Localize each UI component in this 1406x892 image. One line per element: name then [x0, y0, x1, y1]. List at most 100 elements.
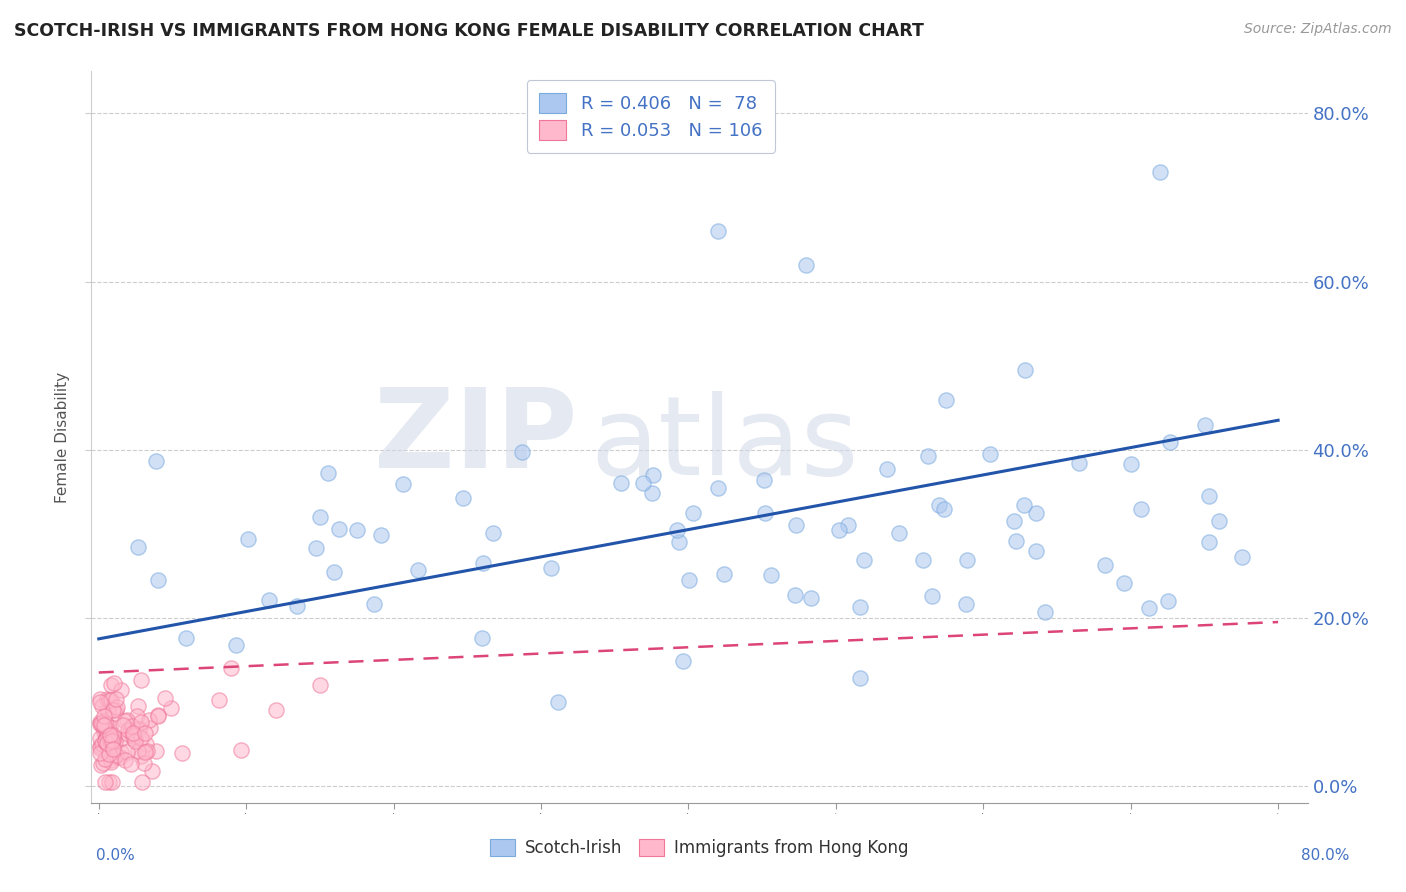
- Point: [100, 678, 122, 692]
- Point: [94, 715, 117, 730]
- Point: [98, 728, 121, 742]
- Point: [100, 734, 122, 748]
- Point: [91, 756, 114, 770]
- Point: [100, 753, 122, 767]
- Point: [221, 661, 243, 675]
- Point: [1198, 535, 1220, 549]
- Point: [104, 691, 127, 706]
- Point: [631, 476, 654, 491]
- Point: [120, 724, 142, 739]
- Point: [89, 739, 111, 753]
- Point: [98, 747, 121, 761]
- Point: [236, 532, 259, 546]
- Point: [510, 444, 533, 458]
- Legend: Scotch-Irish, Immigrants from Hong Kong: Scotch-Irish, Immigrants from Hong Kong: [484, 832, 915, 864]
- Point: [93, 709, 115, 723]
- Point: [668, 534, 690, 549]
- Point: [120, 757, 142, 772]
- Point: [91, 698, 114, 713]
- Point: [93, 725, 115, 739]
- Point: [482, 525, 505, 540]
- Point: [138, 713, 160, 727]
- Point: [134, 745, 156, 759]
- Point: [121, 726, 143, 740]
- Point: [471, 556, 494, 570]
- Point: [114, 714, 136, 728]
- Point: [785, 518, 807, 533]
- Point: [94, 735, 117, 749]
- Point: [1198, 489, 1220, 503]
- Point: [451, 491, 474, 506]
- Point: [128, 722, 150, 736]
- Point: [328, 523, 350, 537]
- Point: [1230, 549, 1253, 564]
- Point: [94, 717, 117, 731]
- Point: [610, 476, 633, 491]
- Point: [225, 639, 247, 653]
- Point: [103, 675, 125, 690]
- Point: [1129, 501, 1152, 516]
- Point: [540, 561, 562, 575]
- Point: [91, 715, 114, 730]
- Point: [346, 523, 368, 537]
- Point: [229, 743, 252, 757]
- Point: [103, 741, 125, 756]
- Point: [105, 700, 128, 714]
- Point: [131, 731, 153, 746]
- Point: [110, 731, 132, 745]
- Point: [785, 589, 807, 603]
- Point: [103, 727, 125, 741]
- Point: [117, 745, 139, 759]
- Point: [837, 517, 859, 532]
- Point: [93, 734, 115, 748]
- Point: [641, 467, 664, 482]
- Point: [96, 730, 118, 744]
- Point: [89, 695, 111, 709]
- Point: [100, 755, 122, 769]
- Point: [104, 706, 127, 720]
- Point: [849, 599, 872, 614]
- Point: [257, 592, 280, 607]
- Point: [547, 695, 569, 709]
- Point: [849, 671, 872, 685]
- Point: [264, 703, 287, 717]
- Point: [104, 747, 127, 762]
- Point: [363, 597, 385, 611]
- Point: [887, 525, 910, 540]
- Point: [305, 541, 328, 555]
- Point: [148, 573, 170, 587]
- Point: [94, 774, 117, 789]
- Point: [110, 683, 132, 698]
- Point: [912, 552, 935, 566]
- Point: [1025, 544, 1047, 558]
- Point: [104, 750, 127, 764]
- Point: [100, 774, 122, 789]
- Point: [1157, 594, 1180, 608]
- Point: [122, 731, 145, 746]
- Point: [132, 756, 155, 771]
- Point: [1159, 435, 1181, 450]
- Text: Source: ZipAtlas.com: Source: ZipAtlas.com: [1244, 22, 1392, 37]
- Point: [101, 733, 124, 747]
- Point: [316, 466, 339, 480]
- Point: [129, 673, 152, 688]
- Point: [160, 701, 183, 715]
- Point: [134, 726, 156, 740]
- Point: [112, 717, 135, 731]
- Point: [1208, 514, 1230, 528]
- Text: atlas: atlas: [591, 391, 859, 498]
- Point: [90, 716, 112, 731]
- Point: [1094, 558, 1116, 572]
- Point: [800, 591, 823, 606]
- Point: [928, 498, 950, 512]
- Point: [100, 693, 122, 707]
- Point: [145, 454, 167, 468]
- Point: [93, 752, 115, 766]
- Point: [1005, 534, 1028, 549]
- Point: [1025, 506, 1047, 520]
- Point: [176, 632, 198, 646]
- Point: [713, 567, 735, 582]
- Point: [89, 731, 111, 745]
- Point: [208, 693, 231, 707]
- Point: [103, 731, 125, 745]
